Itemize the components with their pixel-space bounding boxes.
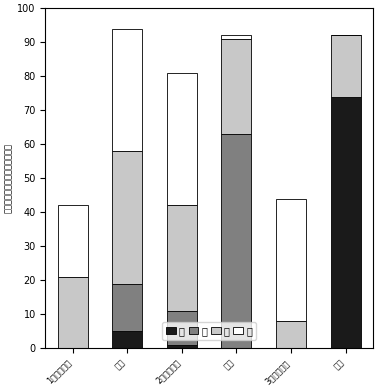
Bar — [221, 39, 251, 134]
Bar — [112, 331, 142, 348]
Bar — [167, 206, 197, 311]
Bar — [331, 35, 360, 97]
Bar — [58, 277, 88, 348]
Bar — [276, 199, 306, 321]
Bar — [112, 284, 142, 331]
Bar — [167, 73, 197, 206]
Bar — [276, 321, 306, 348]
Bar — [112, 151, 142, 284]
Bar — [221, 134, 251, 348]
Bar — [221, 35, 251, 39]
Bar — [331, 97, 360, 348]
Legend: 死, 硐, 斑, 点: 死, 硐, 斑, 点 — [162, 322, 256, 340]
Y-axis label: 各病徴を示した株の割合（％）: 各病徴を示した株の割合（％） — [4, 143, 13, 213]
Bar — [58, 206, 88, 277]
Bar — [112, 28, 142, 151]
Bar — [167, 311, 197, 345]
Bar — [167, 345, 197, 348]
